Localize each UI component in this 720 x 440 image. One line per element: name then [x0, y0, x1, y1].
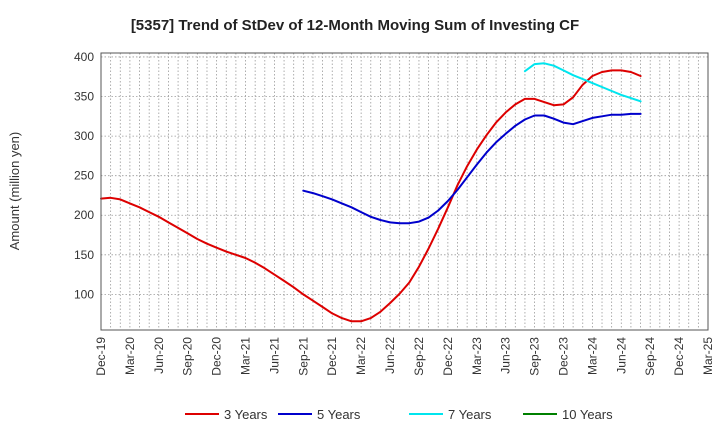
- x-tick-label: Jun-21: [267, 337, 281, 374]
- legend: 3 Years 5 Years 7 Years 10 Years: [185, 407, 613, 422]
- x-tick-label: Jun-23: [499, 337, 513, 374]
- x-tick-label: Dec-19: [94, 337, 108, 376]
- x-tick-label: Mar-21: [239, 337, 253, 375]
- x-tick-label: Dec-20: [210, 337, 224, 376]
- x-tick-label: Mar-20: [123, 337, 137, 375]
- x-tick-label: Dec-24: [672, 337, 686, 376]
- y-tick-label: 100: [74, 287, 94, 301]
- legend-label: 5 Years: [317, 407, 361, 422]
- y-axis: 100 150 200 250 300 350 400: [74, 50, 94, 301]
- x-tick-label: Mar-22: [354, 337, 368, 375]
- plot-background: [101, 53, 708, 330]
- chart-title: [5357] Trend of StDev of 12-Month Moving…: [131, 17, 579, 34]
- y-tick-label: 250: [74, 169, 94, 183]
- series-line-5-years: [302, 112, 642, 225]
- series-lines: [100, 62, 642, 323]
- y-axis-label: Amount (million yen): [7, 132, 22, 251]
- x-tick-label: Dec-21: [325, 337, 339, 376]
- x-tick-label: Jun-22: [383, 337, 397, 374]
- x-tick-label: Sep-24: [643, 337, 657, 376]
- x-tick-label: Sep-22: [412, 337, 426, 376]
- x-tick-label: Dec-23: [556, 337, 570, 376]
- y-tick-label: 150: [74, 248, 94, 262]
- y-tick-label: 200: [74, 208, 94, 222]
- x-tick-label: Sep-23: [528, 337, 542, 376]
- y-tick-label: 350: [74, 90, 94, 104]
- grid-lines: [100, 53, 709, 330]
- x-tick-label: Mar-23: [470, 337, 484, 375]
- legend-label: 7 Years: [448, 407, 492, 422]
- plot-border: [100, 52, 709, 331]
- legend-label: 3 Years: [224, 407, 268, 422]
- series-line-3-years: [100, 69, 642, 323]
- plot-area: [101, 53, 708, 330]
- x-tick-label: Jun-24: [614, 337, 628, 374]
- y-tick-label: 300: [74, 129, 94, 143]
- series-line-7-years: [523, 62, 642, 103]
- x-tick-label: Sep-20: [181, 337, 195, 376]
- x-tick-label: Sep-21: [296, 337, 310, 376]
- plot-frame: [100, 52, 709, 331]
- legend-label: 10 Years: [562, 407, 613, 422]
- x-tick-label: Dec-22: [441, 337, 455, 376]
- x-tick-label: Mar-25: [701, 337, 715, 375]
- y-tick-label: 400: [74, 50, 94, 64]
- x-axis: Dec-19 Mar-20 Jun-20 Sep-20 Dec-20 Mar-21 Jun-…: [94, 337, 715, 376]
- x-tick-label: Mar-24: [585, 337, 599, 375]
- x-tick-label: Jun-20: [152, 337, 166, 374]
